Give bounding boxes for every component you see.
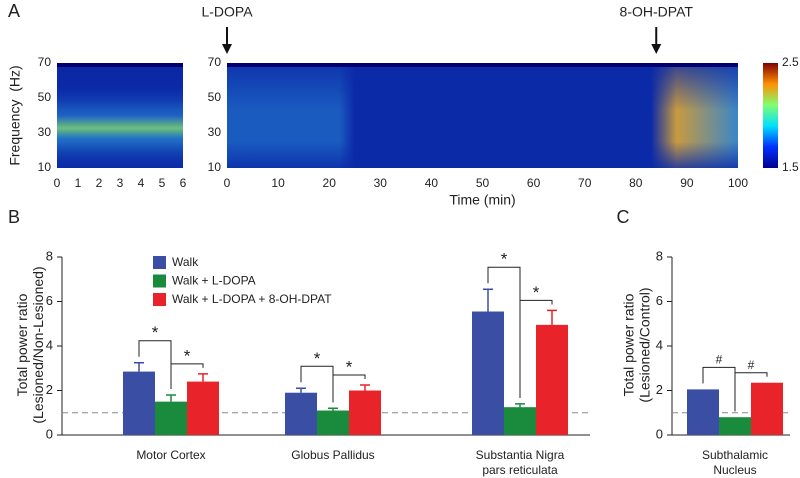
- significance-bracket: [332, 374, 366, 403]
- y-axis-label: Total power ratio (Lesioned/Non-Lesioned…: [14, 266, 46, 424]
- legend-label: Walk + L-DOPA + 8-OH-DPAT: [172, 292, 332, 306]
- x-tick-label: 3: [117, 176, 124, 190]
- x-tick-label: 100: [728, 176, 748, 190]
- y-tick-label: 8: [46, 248, 53, 263]
- x-tick-label: 70: [578, 176, 592, 190]
- y-tick-label: 70: [38, 55, 52, 69]
- legend-label: Walk + L-DOPA: [172, 274, 256, 288]
- x-tick-label: 2: [96, 176, 103, 190]
- error-bar: [483, 288, 493, 312]
- x-tick-label: 90: [680, 176, 694, 190]
- significance-label: *: [184, 346, 191, 365]
- significance-label: #: [748, 358, 755, 372]
- category-label: Motor Cortex: [136, 448, 206, 462]
- y-tick-label: 50: [38, 90, 52, 104]
- significance-bracket: [519, 299, 553, 398]
- bar: [504, 407, 536, 435]
- category-label: Substantia Nigra pars reticulata: [475, 448, 565, 477]
- y-tick-label: 4: [656, 337, 663, 352]
- error-bar: [166, 394, 176, 402]
- significance-label: *: [533, 283, 540, 302]
- bar: [472, 311, 504, 435]
- category-label: Subthalamic Nucleus: [701, 448, 769, 477]
- y-tick-label: 10: [208, 160, 222, 174]
- x-tick-label: 40: [425, 176, 439, 190]
- error-bar: [547, 309, 557, 325]
- x-tick-label: 10: [271, 176, 285, 190]
- spectrogram-shade: [227, 63, 738, 168]
- x-tick-label: 5: [159, 176, 166, 190]
- spectrogram-top: [227, 63, 738, 67]
- panel-letter: B: [8, 207, 20, 227]
- error-bar: [328, 407, 338, 411]
- error-bar: [134, 361, 144, 372]
- bar: [719, 417, 751, 435]
- y-tick-label: 6: [656, 293, 663, 308]
- significance-label: #: [716, 353, 723, 367]
- annotation-arrowhead: [222, 44, 232, 54]
- colorbar-tick-label: 1.5: [782, 160, 799, 174]
- x-tick-label: 20: [323, 176, 337, 190]
- x-tick-label: 0: [54, 176, 61, 190]
- significance-bracket: [170, 363, 204, 389]
- x-axis-label: Time (min): [449, 192, 515, 208]
- y-tick-label: 10: [38, 160, 52, 174]
- colorbar: [763, 63, 778, 168]
- y-tick-label: 6: [46, 293, 53, 308]
- y-axis-label: Total power ratio (Lesioned/Control): [620, 287, 652, 403]
- annotation-label: 8-OH-DPAT: [620, 4, 694, 20]
- significance-bracket: [734, 372, 768, 412]
- panel-letter: A: [8, 1, 20, 21]
- colorbar-tick-label: 2.5: [782, 55, 799, 69]
- y-tick-label: 70: [208, 55, 222, 69]
- error-bar: [198, 373, 208, 382]
- error-bar: [360, 384, 370, 391]
- y-tick-label: 0: [656, 426, 663, 441]
- bar: [687, 389, 719, 435]
- x-tick-label: 60: [527, 176, 541, 190]
- legend-swatch: [153, 256, 166, 269]
- spectrogram-shade: [57, 63, 183, 168]
- spectrogram-top: [57, 63, 183, 67]
- y-tick-label: 2: [656, 382, 663, 397]
- significance-label: *: [314, 349, 321, 368]
- y-tick-label: 2: [46, 382, 53, 397]
- x-tick-label: 80: [629, 176, 643, 190]
- legend-swatch: [153, 293, 166, 306]
- bar: [155, 401, 187, 435]
- bar: [349, 390, 381, 435]
- bar: [285, 392, 317, 435]
- x-tick-label: 0: [224, 176, 231, 190]
- annotation-label: L-DOPA: [201, 4, 253, 20]
- bar: [187, 381, 219, 435]
- significance-label: *: [152, 323, 159, 342]
- x-tick-label: 1: [75, 176, 82, 190]
- y-tick-label: 30: [208, 125, 222, 139]
- significance-label: *: [501, 250, 508, 269]
- error-bar: [515, 403, 525, 408]
- annotation-arrowhead: [651, 44, 662, 54]
- panel-letter: C: [617, 207, 630, 227]
- bar: [317, 410, 349, 435]
- error-bar: [296, 387, 306, 393]
- y-tick-label: 8: [656, 248, 663, 263]
- x-tick-label: 4: [138, 176, 145, 190]
- bar: [751, 382, 783, 435]
- category-label: Globus Pallidus: [291, 448, 375, 462]
- legend-label: Walk: [172, 255, 199, 269]
- x-tick-label: 50: [476, 176, 490, 190]
- significance-label: *: [346, 357, 353, 376]
- bar: [123, 371, 155, 435]
- y-tick-label: 50: [208, 90, 222, 104]
- y-axis-label: Frequency (Hz): [7, 65, 23, 165]
- x-tick-label: 30: [374, 176, 388, 190]
- legend-swatch: [153, 274, 166, 288]
- y-tick-label: 4: [46, 337, 53, 352]
- bar: [536, 324, 568, 435]
- x-tick-label: 6: [180, 176, 187, 190]
- y-tick-label: 30: [38, 125, 52, 139]
- y-tick-label: 0: [46, 426, 53, 441]
